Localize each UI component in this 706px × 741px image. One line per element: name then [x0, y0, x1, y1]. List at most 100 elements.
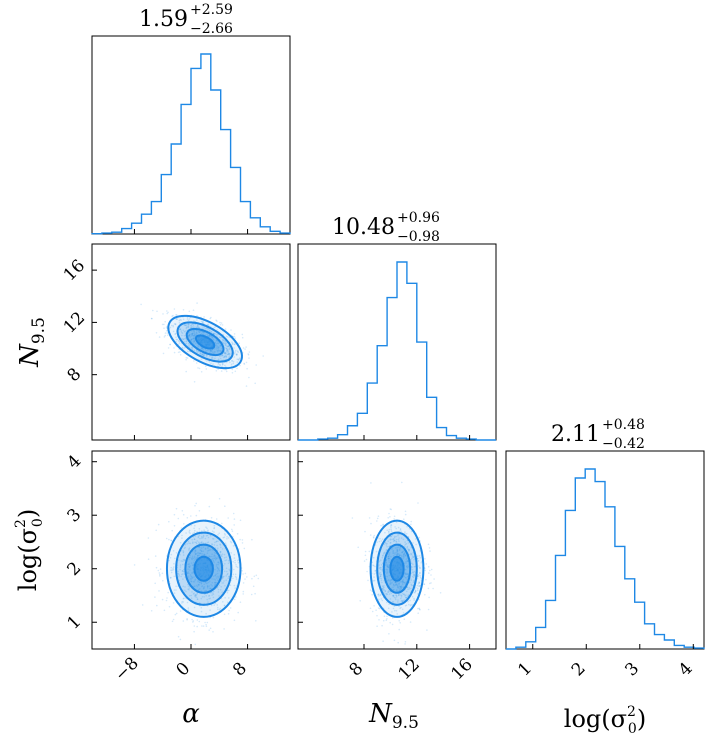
- scatter-point: [418, 581, 421, 584]
- scatter-point: [219, 589, 222, 591]
- scatter-point: [184, 546, 186, 549]
- scatter-point: [392, 580, 395, 582]
- scatter-point: [173, 308, 176, 310]
- scatter-point: [225, 347, 227, 349]
- scatter-point: [197, 536, 200, 539]
- scatter-point: [225, 567, 228, 570]
- scatter-point: [176, 338, 179, 341]
- scatter-point: [401, 592, 404, 595]
- scatter-point: [194, 550, 196, 552]
- scatter-point: [223, 613, 226, 616]
- scatter-point: [392, 584, 395, 586]
- scatter-point: [413, 574, 415, 576]
- scatter-point: [373, 534, 376, 537]
- scatter-point: [188, 334, 191, 336]
- scatter-point: [212, 357, 214, 359]
- scatter-point: [185, 358, 187, 361]
- scatter-point: [239, 538, 241, 541]
- scatter-point: [188, 589, 190, 591]
- scatter-point: [221, 364, 224, 366]
- scatter-point: [185, 325, 188, 327]
- scatter-point: [404, 513, 407, 516]
- scatter-point: [403, 618, 406, 620]
- scatter-point: [219, 543, 221, 546]
- scatter-point: [205, 623, 207, 626]
- scatter-point: [400, 588, 403, 591]
- scatter-point: [395, 538, 398, 541]
- scatter-point: [172, 550, 175, 552]
- scatter-point: [392, 583, 395, 586]
- scatter-point: [178, 342, 181, 344]
- scatter-point: [407, 542, 410, 544]
- scatter-point: [216, 350, 219, 353]
- scatter-point: [201, 347, 203, 350]
- scatter-point: [204, 547, 207, 550]
- scatter-point: [188, 335, 190, 338]
- scatter-point: [190, 338, 193, 341]
- scatter-point: [214, 602, 217, 605]
- scatter-point: [188, 334, 191, 336]
- scatter-point: [382, 586, 384, 588]
- scatter-point: [405, 565, 408, 567]
- scatter-point: [389, 581, 392, 583]
- scatter-point: [202, 348, 205, 350]
- title-alpha-plus: +2.59: [190, 2, 233, 18]
- scatter-point: [400, 581, 403, 583]
- scatter-point: [196, 540, 198, 542]
- scatter-point: [214, 341, 216, 344]
- scatter-point: [202, 550, 205, 553]
- scatter-point: [188, 529, 191, 532]
- scatter-point: [189, 542, 192, 545]
- scatter-point: [399, 587, 402, 589]
- scatter-point: [169, 557, 172, 559]
- scatter-point: [205, 595, 207, 597]
- scatter-point: [379, 575, 382, 578]
- scatter-point: [410, 558, 412, 561]
- scatter-point: [217, 568, 220, 571]
- scatter-point: [150, 610, 153, 612]
- scatter-point: [195, 514, 198, 517]
- scatter-point: [211, 585, 213, 587]
- scatter-point: [170, 324, 173, 327]
- scatter-point: [220, 553, 222, 556]
- scatter-point: [193, 531, 196, 534]
- scatter-point: [405, 568, 407, 571]
- scatter-point: [398, 583, 400, 585]
- scatter-point: [201, 347, 203, 350]
- scatter-point: [245, 346, 247, 348]
- scatter-point: [389, 508, 392, 510]
- scatter-point: [391, 601, 394, 603]
- scatter-point: [182, 551, 185, 554]
- scatter-point: [193, 333, 196, 336]
- scatter-point: [194, 535, 197, 537]
- scatter-point: [218, 497, 221, 500]
- scatter-point: [379, 594, 382, 597]
- scatter-point: [192, 335, 195, 337]
- scatter-point: [215, 346, 218, 349]
- scatter-point: [200, 371, 203, 373]
- scatter-point: [232, 561, 234, 563]
- scatter-point: [205, 612, 207, 615]
- scatter-point: [218, 575, 220, 578]
- scatter-point: [213, 551, 216, 554]
- scatter-point: [209, 627, 212, 630]
- scatter-point: [202, 331, 205, 334]
- scatter-point: [188, 345, 190, 347]
- scatter-point: [186, 357, 189, 359]
- scatter-point: [221, 324, 224, 326]
- scatter-point: [359, 600, 362, 602]
- scatter-point: [217, 534, 219, 536]
- scatter-point: [388, 633, 390, 635]
- scatter-point: [224, 328, 227, 330]
- scatter-point: [378, 577, 381, 580]
- scatter-point: [416, 555, 419, 557]
- scatter-point: [177, 535, 180, 538]
- scatter-point: [399, 622, 402, 624]
- scatter-point: [170, 566, 172, 569]
- scatter-point: [236, 358, 238, 361]
- scatter-point: [429, 582, 431, 585]
- scatter-point: [228, 352, 231, 355]
- scatter-point: [241, 333, 244, 336]
- scatter-point: [215, 342, 217, 345]
- scatter-point: [206, 327, 208, 330]
